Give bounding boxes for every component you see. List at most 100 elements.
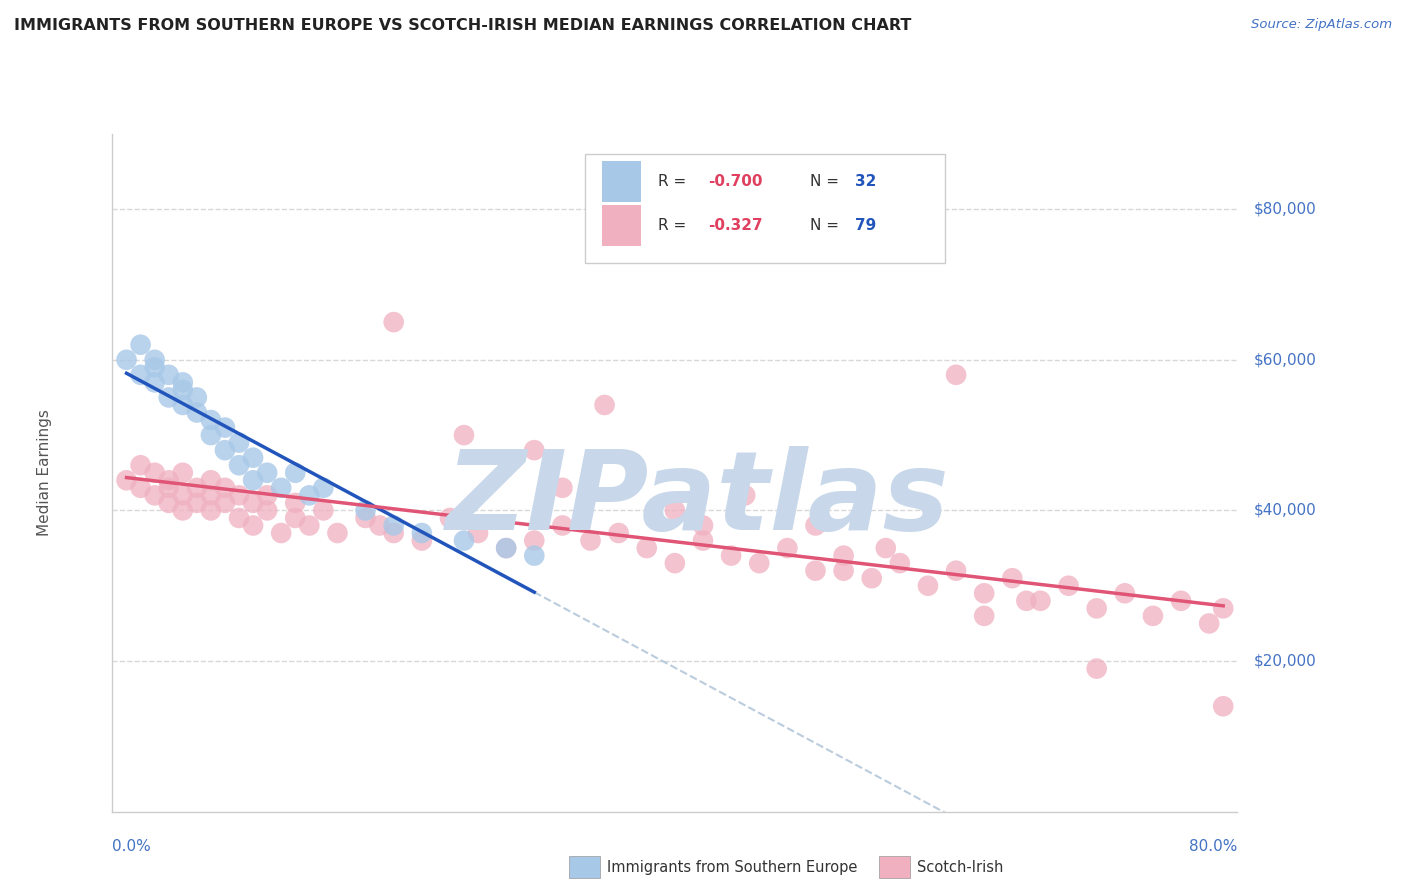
Point [551, 518, 574, 533]
Text: 80.0%: 80.0% [1189, 838, 1237, 854]
Point [143, 488, 166, 502]
Point [129, 458, 152, 473]
Point [720, 549, 742, 563]
Point [354, 503, 377, 517]
Point [242, 473, 264, 487]
Point [382, 518, 405, 533]
Point [692, 518, 714, 533]
Point [284, 496, 307, 510]
Point [453, 533, 475, 548]
Point [270, 526, 292, 541]
Point [453, 428, 475, 442]
Point [1114, 586, 1136, 600]
FancyBboxPatch shape [585, 154, 945, 262]
Point [973, 608, 995, 623]
Point [1057, 579, 1080, 593]
Point [1212, 601, 1234, 615]
Bar [602, 205, 641, 245]
Point [228, 458, 250, 473]
Point [523, 533, 546, 548]
Point [157, 496, 180, 510]
Point [115, 473, 138, 487]
Point [326, 526, 349, 541]
Point [1085, 601, 1108, 615]
Point [467, 526, 489, 541]
Point [143, 360, 166, 375]
Point [172, 503, 194, 517]
Text: $20,000: $20,000 [1254, 654, 1317, 669]
Text: N =: N = [810, 218, 844, 233]
Text: 32: 32 [855, 174, 876, 189]
Point [129, 337, 152, 351]
Point [200, 413, 222, 427]
Point [228, 488, 250, 502]
Point [945, 564, 967, 578]
Text: -0.700: -0.700 [709, 174, 763, 189]
Point [200, 503, 222, 517]
Point [1198, 616, 1220, 631]
Point [523, 549, 546, 563]
Point [551, 481, 574, 495]
Point [312, 503, 335, 517]
Point [228, 435, 250, 450]
Point [186, 481, 208, 495]
Text: Source: ZipAtlas.com: Source: ZipAtlas.com [1251, 18, 1392, 31]
Point [143, 466, 166, 480]
Point [411, 533, 433, 548]
Point [593, 398, 616, 412]
Point [804, 564, 827, 578]
Point [1001, 571, 1024, 585]
Text: N =: N = [810, 174, 844, 189]
Point [157, 473, 180, 487]
Point [382, 315, 405, 329]
Point [776, 541, 799, 555]
Point [945, 368, 967, 382]
Point [172, 383, 194, 397]
Point [1212, 699, 1234, 714]
Bar [602, 161, 641, 202]
Point [129, 368, 152, 382]
Point [129, 481, 152, 495]
Point [664, 556, 686, 570]
Point [256, 503, 278, 517]
Point [298, 518, 321, 533]
Text: R =: R = [658, 174, 692, 189]
Point [495, 541, 517, 555]
Text: ZIPatlas: ZIPatlas [446, 446, 949, 553]
Point [636, 541, 658, 555]
Point [1170, 594, 1192, 608]
Point [917, 579, 939, 593]
Text: 79: 79 [855, 218, 876, 233]
Point [860, 571, 883, 585]
Point [973, 586, 995, 600]
Point [256, 466, 278, 480]
Point [157, 481, 180, 495]
Point [439, 511, 461, 525]
Point [1085, 662, 1108, 676]
Point [832, 564, 855, 578]
Point [664, 503, 686, 517]
Point [270, 481, 292, 495]
Text: -0.327: -0.327 [709, 218, 763, 233]
Point [242, 518, 264, 533]
Point [157, 391, 180, 405]
Text: IMMIGRANTS FROM SOUTHERN EUROPE VS SCOTCH-IRISH MEDIAN EARNINGS CORRELATION CHAR: IMMIGRANTS FROM SOUTHERN EUROPE VS SCOTC… [14, 18, 911, 33]
Point [312, 481, 335, 495]
Point [214, 481, 236, 495]
Point [242, 450, 264, 465]
Text: R =: R = [658, 218, 692, 233]
Point [200, 488, 222, 502]
Point [214, 420, 236, 434]
Point [411, 526, 433, 541]
Point [354, 511, 377, 525]
Point [523, 443, 546, 458]
Point [832, 549, 855, 563]
Point [298, 488, 321, 502]
Point [186, 405, 208, 419]
Point [143, 376, 166, 390]
Point [228, 511, 250, 525]
Text: $40,000: $40,000 [1254, 503, 1317, 518]
Point [256, 488, 278, 502]
Point [1015, 594, 1038, 608]
Point [804, 518, 827, 533]
